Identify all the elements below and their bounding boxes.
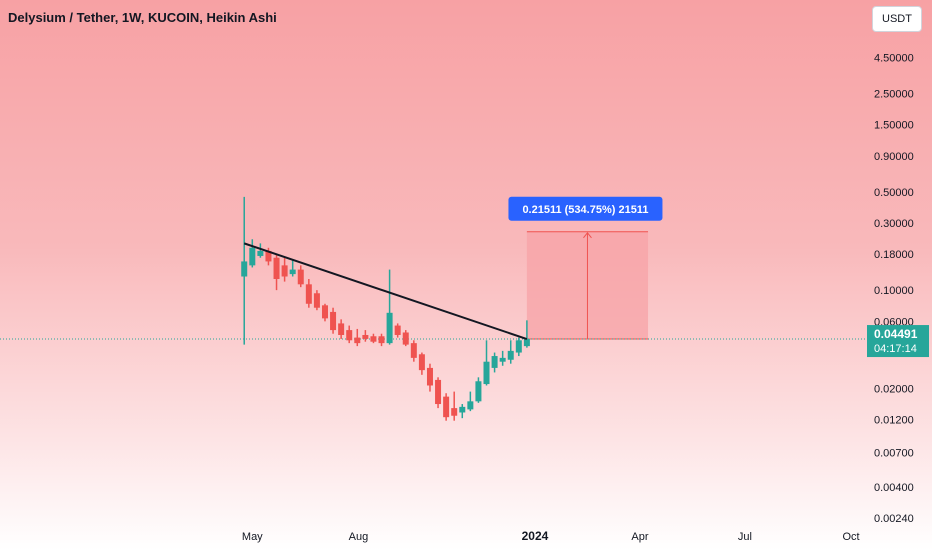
candle-body <box>297 269 304 285</box>
candle-body <box>418 354 425 371</box>
candle-body <box>241 261 248 277</box>
measure-label-bg <box>508 196 663 221</box>
time-axis[interactable]: May Aug 2024 Apr Jul Oct <box>242 529 860 543</box>
candle-body <box>435 379 442 405</box>
y-tick-label: 0.01200 <box>874 415 914 427</box>
candle-body <box>257 250 264 256</box>
candle-body <box>491 356 498 368</box>
candle-body <box>523 339 530 347</box>
x-tick-label: Jul <box>738 531 752 543</box>
candle-body <box>507 350 514 360</box>
candle-body <box>475 381 482 402</box>
price-labels: 0.04491 04:17:14 <box>867 325 929 358</box>
y-tick-label: 0.00240 <box>874 513 914 525</box>
y-tick-label: 4.50000 <box>874 53 914 65</box>
chart-title: Delysium / Tether1WKUCOINHeikin Ashi <box>8 10 277 25</box>
x-tick-label: Aug <box>349 531 369 543</box>
measure-label: 0.21511 (534.75%) 21511 <box>522 204 648 216</box>
candle-body <box>281 265 288 277</box>
x-tick-label: 2024 <box>522 529 549 543</box>
candle-body <box>362 334 369 339</box>
candle-body <box>249 247 256 266</box>
candle-body <box>313 293 320 308</box>
y-tick-label: 1.50000 <box>874 120 914 132</box>
candle-body <box>338 323 345 335</box>
bar-countdown: 04:17:14 <box>874 343 917 355</box>
currency-button[interactable]: USDT <box>872 6 922 32</box>
last-price-label-bg <box>867 325 929 358</box>
candle-body <box>289 269 296 275</box>
candle-body <box>483 361 490 385</box>
candle-body <box>515 340 522 353</box>
candle-body <box>467 401 474 410</box>
x-tick-label: Oct <box>843 531 860 543</box>
exchange-label: KUCOIN <box>141 10 200 25</box>
candle-body <box>265 250 272 262</box>
price-axis[interactable]: 4.50000 2.50000 1.50000 0.90000 0.50000 0.300… <box>874 53 914 525</box>
candle-body <box>499 357 506 362</box>
y-tick-label: 0.00400 <box>874 482 914 494</box>
y-tick-label: 0.02000 <box>874 383 914 395</box>
candle-body <box>370 336 377 342</box>
candles-layer <box>241 196 530 421</box>
candle-body <box>330 311 337 331</box>
interval-label[interactable]: 1W <box>115 10 141 25</box>
y-tick-label: 0.50000 <box>874 187 914 199</box>
candle-body <box>386 312 393 344</box>
candle-body <box>402 332 409 345</box>
candle-body <box>459 406 466 413</box>
measurement-tool[interactable]: 0.21511 (534.75%) 21511 <box>508 196 663 340</box>
trendline-layer[interactable] <box>243 242 528 341</box>
last-price-value: 0.04491 <box>874 327 918 341</box>
trendline[interactable] <box>243 242 528 341</box>
candle-body <box>273 257 280 279</box>
candle-body <box>394 325 401 335</box>
y-tick-label: 0.18000 <box>874 249 914 261</box>
candle-body <box>426 367 433 386</box>
y-tick-label: 0.00700 <box>874 448 914 460</box>
chart-style-label[interactable]: Heikin Ashi <box>199 10 277 25</box>
candle-body <box>305 284 312 304</box>
measure-arrow-head <box>583 231 592 239</box>
x-tick-label: May <box>242 531 263 543</box>
y-tick-label: 0.10000 <box>874 285 914 297</box>
x-tick-label: Apr <box>631 531 648 543</box>
candle-body <box>378 336 385 344</box>
candle-body <box>451 408 458 416</box>
y-tick-label: 0.30000 <box>874 218 914 230</box>
candle-body <box>443 396 450 418</box>
candle-body <box>346 330 353 341</box>
y-tick-label: 2.50000 <box>874 88 914 100</box>
candle-body <box>354 337 361 344</box>
symbol-name[interactable]: Delysium / Tether <box>8 10 115 25</box>
candle-body <box>321 305 328 319</box>
candle-body <box>410 343 417 358</box>
y-tick-label: 0.90000 <box>874 151 914 163</box>
